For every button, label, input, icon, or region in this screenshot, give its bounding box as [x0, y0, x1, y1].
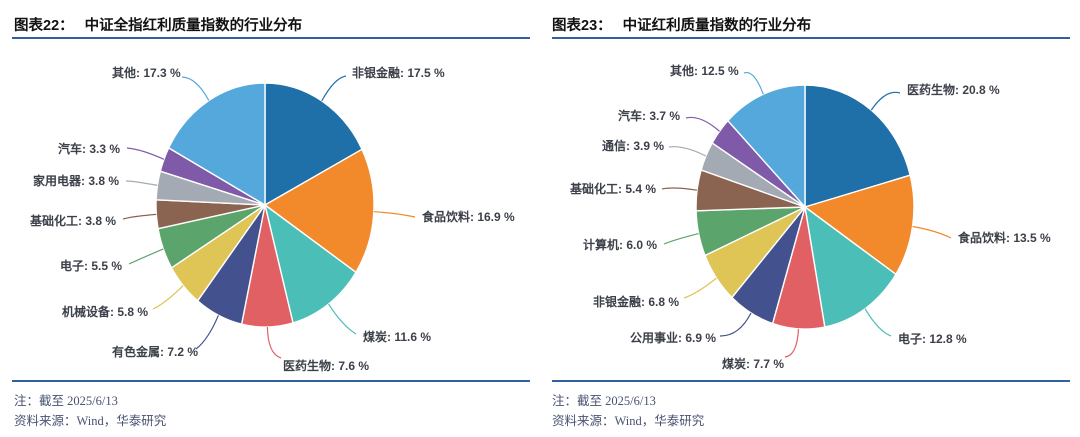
- figure22-header: 图表22： 中证全指红利质量指数的行业分布: [14, 14, 302, 35]
- pie-chart-1: [661, 71, 952, 358]
- figure23-number: 图表23：: [552, 18, 612, 34]
- pie-0-leader-line-6: [128, 248, 164, 265]
- figure23-note: 注：截至 2025/6/13: [552, 394, 656, 408]
- figure23-title: 中证红利质量指数的行业分布: [622, 18, 812, 34]
- figure22-title-rule: [12, 37, 530, 39]
- pie-0-slice-10: [168, 82, 266, 206]
- pie-1-slice-0: [804, 84, 911, 208]
- figure22-note: 注：截至 2025/6/13: [14, 394, 118, 408]
- pie-1-leader-line-6: [663, 233, 699, 245]
- figure23-footer-rule: [552, 380, 1070, 382]
- pie-0-leader-line-0: [321, 75, 347, 102]
- figure23-header: 图表23： 中证红利质量指数的行业分布: [552, 14, 811, 35]
- pie-0-leader-line-7: [122, 213, 157, 220]
- figure23-title-rule: [552, 37, 1070, 39]
- pie-0-leader-line-8: [125, 180, 158, 186]
- figure22-number: 图表22：: [14, 18, 74, 34]
- pie-0-leader-line-10: [181, 76, 210, 101]
- pie-0-leader-line-9: [126, 147, 165, 160]
- figure22-footer-rule: [12, 380, 530, 382]
- pie-1-leader-line-8: [668, 146, 707, 157]
- pie-0-leader-line-3: [266, 326, 282, 359]
- pie-1-leader-line-4: [719, 312, 752, 337]
- pie-1-leader-line-1: [912, 225, 952, 239]
- pie-1-leader-line-7: [661, 187, 698, 191]
- figure23-source: 资料来源：Wind，华泰研究: [552, 414, 705, 428]
- pie-0-leader-line-1: [373, 211, 416, 218]
- pie-0-leader-line-5: [152, 285, 184, 310]
- pie-0-slice-1: [264, 148, 375, 273]
- pie-1-leader-line-3: [784, 328, 800, 358]
- pie-1-slice-2: [804, 206, 897, 328]
- pie-1-leader-line-10: [743, 71, 764, 95]
- figure22-title: 中证全指红利质量指数的行业分布: [84, 18, 303, 34]
- pie-0-slice-2: [264, 204, 357, 324]
- pie-chart-0: [122, 75, 416, 359]
- pie-1-slice-1: [804, 174, 915, 275]
- pie-1-leader-line-9: [685, 116, 720, 132]
- pie-1-leader-line-0: [870, 91, 901, 111]
- pie-1-leader-line-2: [864, 308, 892, 337]
- pie-0-leader-line-4: [195, 315, 219, 350]
- figure22-source: 资料来源：Wind，华泰研究: [14, 414, 167, 428]
- pie-0-leader-line-2: [328, 303, 357, 335]
- pie-1-slice-10: [727, 84, 806, 208]
- pie-1-leader-line-5: [683, 277, 717, 299]
- pie-0-slice-0: [264, 82, 363, 206]
